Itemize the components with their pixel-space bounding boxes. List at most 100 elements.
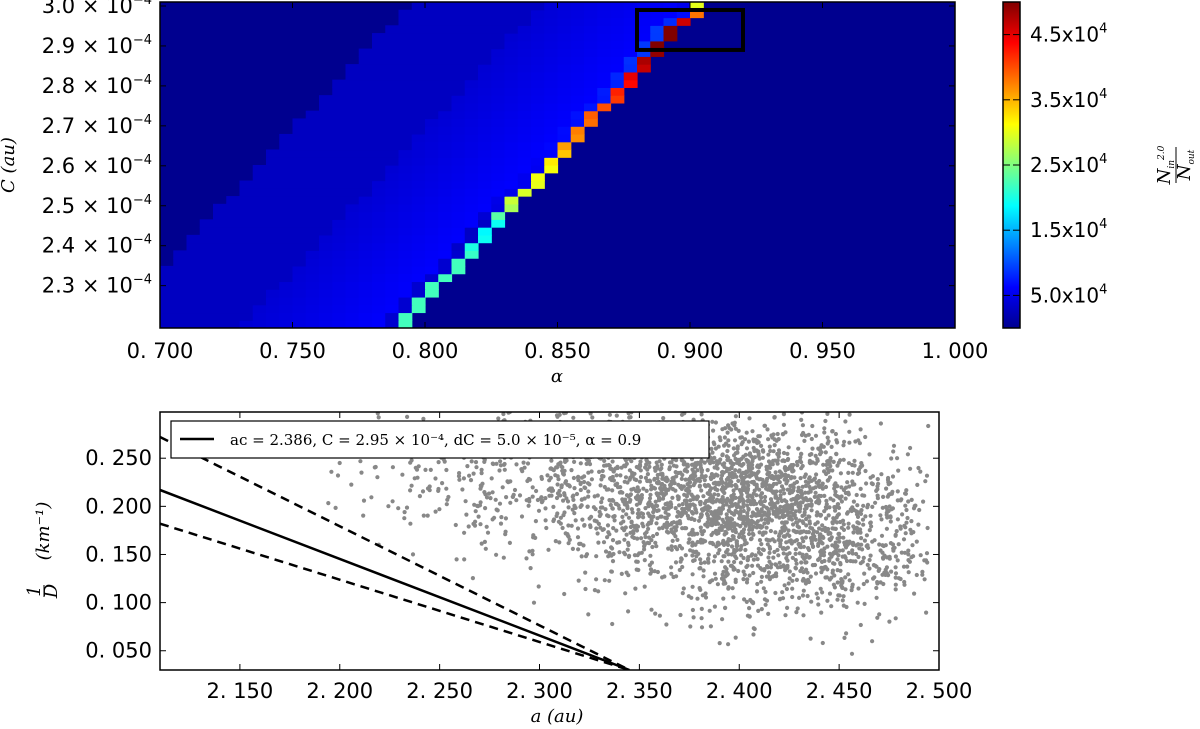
scatter-point (887, 492, 892, 497)
heatmap-cell (438, 141, 453, 151)
scatter-point (805, 570, 810, 575)
scatter-point (712, 442, 717, 447)
scatter-point (680, 526, 685, 531)
heatmap-cell (584, 40, 598, 50)
heatmap-cell (279, 149, 294, 158)
heatmap-cell (332, 102, 347, 112)
scatter-point (904, 520, 909, 525)
heatmap-cell (491, 95, 506, 104)
heatmap-cell (531, 165, 545, 174)
scatter-point (725, 542, 731, 548)
heatmap-cell (305, 258, 320, 267)
scatter-point (563, 457, 568, 463)
scatter-point (799, 560, 804, 565)
scatter-point (531, 533, 536, 538)
scatter-point (808, 536, 814, 541)
scatter-point (636, 567, 641, 573)
scatter-point (496, 416, 501, 421)
heatmap-cell (544, 56, 559, 65)
scatter-point (893, 571, 899, 576)
scatter-point (600, 473, 605, 479)
scatter-point (679, 476, 684, 481)
scatter-point (479, 484, 484, 489)
scatter-point (908, 466, 913, 471)
heatmap-cell (372, 188, 386, 197)
heatmap-cell (345, 242, 360, 251)
heatmap-x-ticks: 0. 700 0. 750 0. 800 0. 850 0. 900 0. 950 1. 0… (127, 2, 988, 363)
scatter-point (823, 516, 829, 521)
scatter-point (793, 558, 798, 563)
heatmap-cell (411, 149, 426, 158)
heatmap-cell (266, 273, 280, 283)
scatter-point (766, 611, 771, 617)
scatter-point (613, 466, 618, 471)
heatmap-cell (504, 71, 519, 81)
scatter-point (600, 496, 605, 501)
scatter-point (670, 495, 675, 500)
scatter-point (705, 524, 710, 529)
heatmap-cell (292, 242, 307, 251)
heatmap-cell (438, 79, 453, 88)
scatter-point (854, 492, 859, 498)
scatter-point (856, 586, 861, 591)
heatmap-cell (478, 71, 492, 81)
heatmap-cell (358, 118, 373, 127)
heatmap-cell (663, 17, 678, 26)
scatter-point (622, 537, 627, 542)
scatter-point (925, 560, 930, 565)
scatter-point (716, 530, 721, 536)
scatter-point (813, 433, 819, 438)
scatter-point (920, 569, 925, 575)
scatter-point (847, 539, 852, 544)
scatter-point (751, 632, 756, 637)
heatmap-cell (517, 165, 532, 174)
scatter-point (844, 631, 849, 636)
scatter-point (777, 560, 782, 565)
scatter-point (754, 476, 760, 481)
scatter-point (760, 455, 766, 460)
heatmap-cell (491, 196, 506, 205)
scatter-point (775, 547, 780, 553)
heatmap-cell (438, 149, 453, 158)
solid-boundary-line (160, 488, 630, 670)
scatter-point (557, 540, 562, 545)
scatter-point (793, 547, 798, 552)
heatmap-cell (332, 110, 347, 120)
scatter-point (716, 480, 721, 485)
scatter-point (766, 570, 772, 575)
scatter-point (861, 555, 866, 561)
scatter-point (412, 476, 417, 481)
scatter-point (724, 573, 729, 578)
scatter-point (695, 596, 700, 601)
heatmap-cell (570, 56, 585, 65)
heatmap-cell (332, 133, 347, 143)
scatter-point (623, 458, 629, 463)
scatter-point (895, 489, 900, 494)
scatter-point (658, 467, 663, 472)
scatter-point (762, 567, 767, 572)
scatter-point (787, 576, 792, 581)
scatter-point (551, 517, 557, 522)
scatter-point (835, 544, 840, 549)
heatmap-cell (213, 219, 227, 228)
heatmap-cell (504, 2, 519, 11)
heatmap-cell (372, 56, 386, 65)
heatmap-cell (319, 320, 333, 328)
heatmap-cell (319, 250, 333, 259)
heatmap-cell (438, 242, 453, 251)
scatter-point (750, 462, 755, 467)
scatter-point (705, 506, 710, 511)
scatter-point (859, 508, 864, 513)
scatter-point (877, 542, 882, 547)
scatter-point (810, 423, 815, 429)
heatmap-cell (584, 17, 598, 26)
heatmap-cell (597, 102, 612, 112)
scatter-point (625, 506, 630, 511)
heatmap-cell (398, 40, 413, 50)
scatter-point (872, 538, 877, 543)
scatter-point (774, 489, 779, 494)
heatmap-cell (517, 71, 532, 81)
heatmap-cell (451, 95, 466, 104)
scatter-point (773, 494, 778, 499)
scatter-point (742, 538, 747, 543)
